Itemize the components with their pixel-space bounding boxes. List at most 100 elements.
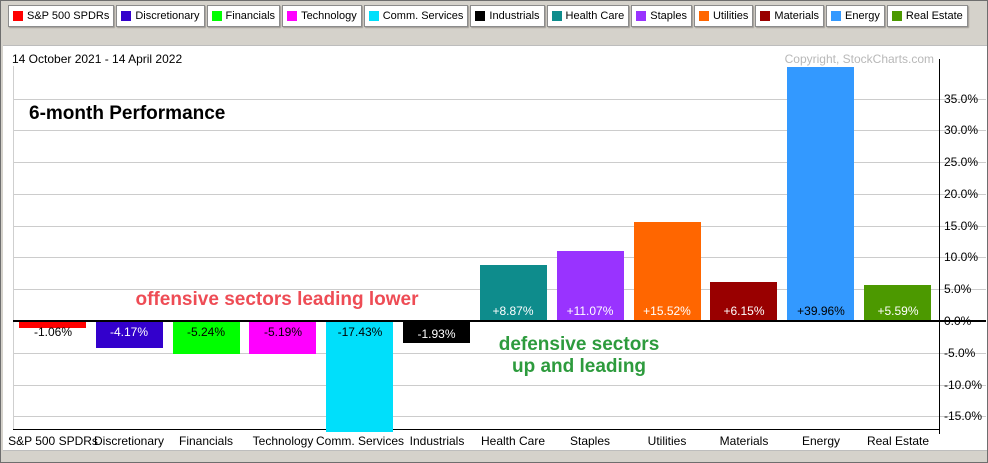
value-label-energy: +39.96%: [797, 304, 845, 318]
bar-discretionary: [96, 321, 163, 348]
legend-item-label: Utilities: [712, 10, 749, 22]
value-label-real-estate: +5.59%: [877, 304, 919, 318]
annotation-defensive: defensive sectors up and leading: [429, 334, 729, 378]
x-axis-label-staples: Staples: [569, 434, 611, 448]
value-label-utilities: +15.52%: [643, 304, 691, 318]
legend-item-label: Real Estate: [905, 10, 963, 22]
bar-staples: [557, 251, 624, 321]
legend-item-utilities[interactable]: Utilities: [693, 5, 754, 27]
y-axis-label: -15.0%: [944, 409, 983, 423]
bar-technology: [249, 321, 316, 354]
value-label-comm-services: -17.43%: [337, 325, 383, 339]
bar-energy: [787, 67, 854, 321]
legend-item-comm-services[interactable]: Comm. Services: [363, 5, 469, 27]
legend-item-energy[interactable]: Energy: [826, 5, 885, 27]
legend-color-chip: [760, 11, 771, 21]
y-axis-label: -5.0%: [944, 346, 976, 360]
chart-title: 6-month Performance: [29, 103, 226, 124]
bar-utilities: [634, 222, 701, 321]
x-axis-label-utilities: Utilities: [647, 434, 687, 448]
y-axis-label: 35.0%: [944, 92, 979, 106]
legend-item-health-care[interactable]: Health Care: [546, 5, 630, 27]
legend-item-label: Technology: [301, 10, 357, 22]
legend-color-chip: [891, 11, 902, 21]
legend-item-label: Comm. Services: [382, 10, 464, 22]
y-axis-label: 10.0%: [944, 250, 979, 264]
legend-item-technology[interactable]: Technology: [282, 5, 362, 27]
gridline-20.0%: [13, 194, 986, 195]
gridline--5.0%: [13, 353, 986, 354]
legend-item-real-estate[interactable]: Real Estate: [886, 5, 968, 27]
gridline--10.0%: [13, 385, 986, 386]
legend-color-chip: [368, 11, 379, 21]
x-axis-label-discretionary: Discretionary: [93, 434, 165, 448]
legend-item-industrials[interactable]: Industrials: [470, 5, 545, 27]
legend-color-chip: [287, 11, 298, 21]
legend-item-discretionary[interactable]: Discretionary: [116, 5, 205, 27]
legend-item-label: Industrials: [489, 10, 540, 22]
bar-real-estate: [864, 285, 931, 321]
x-axis-label-industrials: Industrials: [409, 434, 465, 448]
value-label-financials: -5.24%: [186, 325, 226, 339]
annotation-defensive-line2: up and leading: [511, 356, 647, 377]
legend-color-chip: [636, 11, 647, 21]
legend-color-chip: [475, 11, 486, 21]
legend-color-chip: [211, 11, 222, 21]
zero-line: [13, 320, 986, 322]
legend-color-chip: [13, 11, 23, 21]
x-axis-label-technology: Technology: [252, 434, 314, 448]
value-label-technology: -5.19%: [263, 325, 303, 339]
legend: S&P 500 SPDRs Discretionary Financials Tech…: [8, 5, 968, 27]
y-axis-line: [939, 59, 940, 434]
legend-color-chip: [551, 11, 562, 21]
legend-item-financials[interactable]: Financials: [206, 5, 281, 27]
y-axis-label: 30.0%: [944, 123, 979, 137]
gridline--15.0%: [13, 416, 986, 417]
value-label-materials: +6.15%: [723, 304, 765, 318]
gridline-30.0%: [13, 130, 986, 131]
bar-financials: [173, 321, 240, 354]
legend-item-label: Materials: [774, 10, 820, 22]
legend-item-s-p-500-spdrs[interactable]: S&P 500 SPDRs: [8, 5, 115, 27]
annotation-offensive: offensive sectors leading lower: [135, 289, 419, 310]
date-range: 14 October 2021 - 14 April 2022: [12, 52, 183, 66]
copyright: Copyright, StockCharts.com: [784, 52, 934, 66]
legend-color-chip: [121, 11, 132, 21]
bar-comm-services: [326, 321, 393, 432]
y-axis-label: 25.0%: [944, 155, 979, 169]
x-axis-label-financials: Financials: [178, 434, 234, 448]
value-label-health-care: +8.87%: [492, 304, 534, 318]
bar-materials: [710, 282, 777, 321]
legend-item-label: Health Care: [565, 10, 625, 22]
x-axis-label-real-estate: Real Estate: [866, 434, 930, 448]
x-axis-label-comm-services: Comm. Services: [315, 434, 404, 448]
y-axis-label: 15.0%: [944, 219, 979, 233]
x-axis-label-health-care: Health Care: [480, 434, 546, 448]
value-label-industrials: -1.93%: [403, 326, 470, 343]
gridline-10.0%: [13, 257, 986, 258]
legend-color-chip: [698, 11, 709, 21]
x-axis-line: [13, 429, 939, 430]
legend-item-label: S&P 500 SPDRs: [27, 10, 110, 22]
value-label-s-p-500-spdrs: -1.06%: [33, 325, 73, 339]
y-axis-label: 20.0%: [944, 187, 979, 201]
bar-s-p-500-spdrs: [19, 321, 86, 328]
annotation-defensive-line1: defensive sectors: [498, 334, 660, 355]
legend-item-materials[interactable]: Materials: [755, 5, 825, 27]
y-axis-label: -10.0%: [944, 378, 983, 392]
y-axis-label: 5.0%: [944, 282, 972, 296]
gridline-35.0%: [13, 99, 986, 100]
value-label-discretionary: -4.17%: [109, 325, 149, 339]
x-axis-label-materials: Materials: [719, 434, 769, 448]
legend-item-label: Staples: [650, 10, 687, 22]
x-axis-label-s-p-500-spdrs: S&P 500 SPDRs: [8, 434, 98, 448]
legend-item-staples[interactable]: Staples: [631, 5, 692, 27]
x-axis-label-energy: Energy: [801, 434, 841, 448]
plot-left-edge: [13, 66, 14, 429]
value-label-staples: +11.07%: [566, 304, 614, 318]
gridline-25.0%: [13, 162, 986, 163]
legend-item-label: Energy: [845, 10, 880, 22]
legend-color-chip: [831, 11, 842, 21]
legend-item-label: Discretionary: [135, 10, 200, 22]
